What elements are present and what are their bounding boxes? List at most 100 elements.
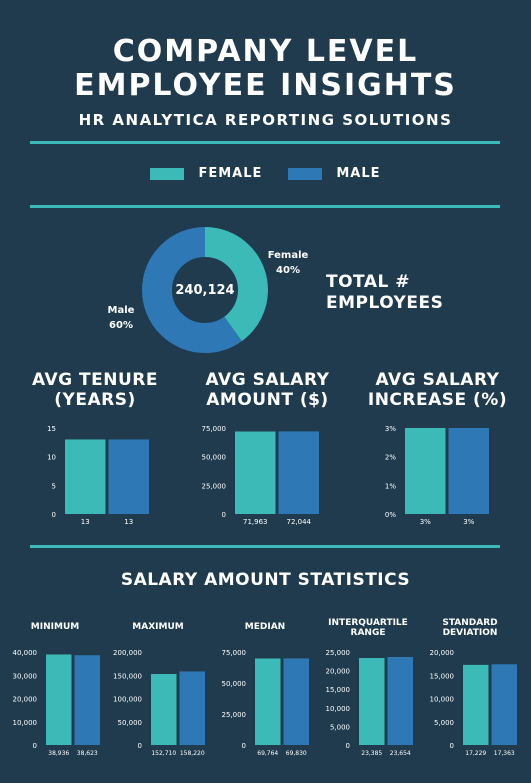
stat-maximum-ytick-label: 50,000 (118, 719, 143, 727)
stat-iqr-value-label: 23,385 (361, 750, 382, 757)
stat-iqr-bar-male (387, 657, 413, 745)
avg-tenure-ytick-label: 0 (52, 511, 56, 519)
stat-stddev-title-line1: STANDARD (442, 618, 498, 628)
divider-legend (30, 205, 500, 208)
legend-swatch-female (150, 167, 185, 180)
stat-minimum-ytick-label: 40,000 (13, 649, 38, 657)
stat-iqr-title-line1: INTERQUARTILE (328, 618, 408, 628)
stat-maximum-ytick-label: 0 (138, 742, 142, 750)
stat-stddev-value-label: 17,229 (465, 750, 486, 757)
avg-increase-title-line2: INCREASE (%) (367, 390, 508, 410)
stat-minimum-bar-male (74, 655, 100, 745)
stat-iqr-title: INTERQUARTILE RANGE (318, 618, 418, 638)
gender-donut-chart: 240,124 Female 40% Male 60% (108, 227, 309, 353)
stat-stddev-title: STANDARD DEVIATION (420, 618, 520, 638)
donut-slice-male (142, 227, 268, 353)
stat-median-ytick-label: 0 (242, 742, 246, 750)
stat-minimum-chart: 0 10,000 20,000 30,000 40,000 38,936 38,623 (13, 649, 100, 757)
divider-mid (30, 545, 500, 548)
legend-swatch-male (288, 167, 323, 180)
stat-iqr-bar-female (359, 658, 385, 745)
stat-minimum-ytick-label: 30,000 (13, 672, 38, 680)
divider-top (30, 141, 500, 144)
stat-stddev-title-line2: DEVIATION (442, 628, 498, 638)
stat-minimum-ytick-label: 10,000 (13, 719, 38, 727)
stat-minimum-value-label: 38,623 (77, 750, 98, 757)
stat-maximum-title: MAXIMUM (108, 622, 208, 632)
avg-salary-ytick-label: 0 (222, 511, 226, 519)
avg-salary-bar-female (235, 431, 276, 514)
stat-median-value-label: 69,764 (257, 750, 278, 757)
stat-stddev-ytick-label: 20,000 (430, 649, 455, 657)
stat-iqr-ytick-label: 0 (346, 742, 350, 750)
avg-increase-bar-female (405, 428, 446, 514)
donut-male-percent: 60% (109, 320, 133, 331)
legend-label-male: MALE (336, 166, 381, 181)
avg-tenure-title-line2: (YEARS) (54, 390, 136, 410)
avg-tenure-value-label: 13 (124, 518, 133, 526)
stat-maximum-title-line1: MAXIMUM (132, 622, 184, 632)
avg-increase-value-label: 3% (463, 518, 474, 526)
avg-salary-title: AVG SALARY AMOUNT ($) (185, 370, 350, 410)
donut-female-label: Female (268, 250, 309, 261)
page-title-line2: EMPLOYEE INSIGHTS (74, 68, 457, 103)
stat-maximum-chart: 0 50,000 100,000 150,000 200,000 152,710 158,2… (113, 649, 205, 757)
avg-increase-bar-male (448, 428, 489, 514)
stats-section-title: SALARY AMOUNT STATISTICS (120, 570, 411, 590)
total-employees-line2: EMPLOYEES (326, 293, 444, 313)
legend-item-female: FEMALE (150, 166, 262, 181)
stat-iqr-ytick-label: 15,000 (326, 686, 351, 694)
avg-tenure-title-line1: AVG TENURE (32, 370, 158, 390)
stat-median-ytick-label: 75,000 (222, 649, 247, 657)
stat-maximum-ytick-label: 200,000 (113, 649, 142, 657)
page-subtitle: HR ANALYTICA REPORTING SOLUTIONS (78, 111, 453, 129)
stat-minimum-bar-female (46, 654, 72, 745)
total-employees-line1: TOTAL # (326, 272, 410, 292)
stat-stddev-value-label: 17,363 (494, 750, 515, 757)
stat-median-ytick-label: 25,000 (222, 711, 247, 719)
stat-stddev-chart: 0 5,000 10,000 15,000 20,000 17,229 17,363 (430, 649, 517, 757)
stat-median-bar-male (283, 658, 309, 745)
avg-increase-ytick-label: 3% (385, 425, 396, 433)
stat-iqr-ytick-label: 5,000 (330, 723, 350, 731)
avg-increase-chart: 0% 1% 2% 3% 3% 3% (385, 425, 489, 526)
donut-male-label: Male (108, 305, 135, 316)
avg-salary-ytick-label: 50,000 (202, 454, 227, 462)
avg-salary-title-line1: AVG SALARY (205, 370, 330, 390)
avg-increase-title-line1: AVG SALARY (375, 370, 500, 390)
avg-increase-value-label: 3% (420, 518, 431, 526)
stat-stddev-ytick-label: 5,000 (434, 719, 454, 727)
stat-minimum-ytick-label: 20,000 (13, 696, 38, 704)
stat-maximum-ytick-label: 150,000 (113, 672, 142, 680)
avg-increase-title: AVG SALARY INCREASE (%) (355, 370, 520, 410)
stat-maximum-bar-male (179, 671, 205, 745)
stat-stddev-ytick-label: 15,000 (430, 672, 455, 680)
avg-tenure-ytick-label: 5 (52, 482, 56, 490)
stat-median-chart: 0 25,000 50,000 75,000 69,764 69,830 (222, 649, 309, 757)
avg-salary-title-line2: AMOUNT ($) (206, 390, 329, 410)
avg-salary-value-label: 71,963 (243, 518, 268, 526)
avg-tenure-value-label: 13 (81, 518, 90, 526)
stat-minimum-ytick-label: 0 (33, 742, 37, 750)
stat-iqr-ytick-label: 10,000 (326, 705, 351, 713)
legend-item-male: MALE (288, 166, 380, 181)
stat-median-bar-female (255, 658, 281, 745)
avg-tenure-ytick-label: 10 (47, 454, 56, 462)
total-employees-label: TOTAL # EMPLOYEES (326, 272, 443, 314)
stat-maximum-ytick-label: 100,000 (113, 696, 142, 704)
page-title-line1: COMPANY LEVEL (112, 34, 419, 69)
legend-label-female: FEMALE (198, 166, 263, 181)
avg-tenure-ytick-label: 15 (47, 425, 56, 433)
avg-salary-bar-male (278, 431, 319, 514)
stat-maximum-value-label: 158,220 (180, 750, 205, 757)
avg-salary-ytick-label: 75,000 (202, 425, 227, 433)
stat-minimum-value-label: 38,936 (48, 750, 69, 757)
avg-tenure-title: AVG TENURE (YEARS) (15, 370, 175, 410)
stat-iqr-title-line2: RANGE (350, 628, 386, 638)
stat-stddev-ytick-label: 10,000 (430, 696, 455, 704)
stat-stddev-bar-female (463, 664, 489, 745)
avg-salary-ytick-label: 25,000 (202, 482, 227, 490)
legend: FEMALE MALE (0, 166, 531, 181)
avg-increase-ytick-label: 0% (385, 511, 396, 519)
stat-median-ytick-label: 50,000 (222, 680, 247, 688)
